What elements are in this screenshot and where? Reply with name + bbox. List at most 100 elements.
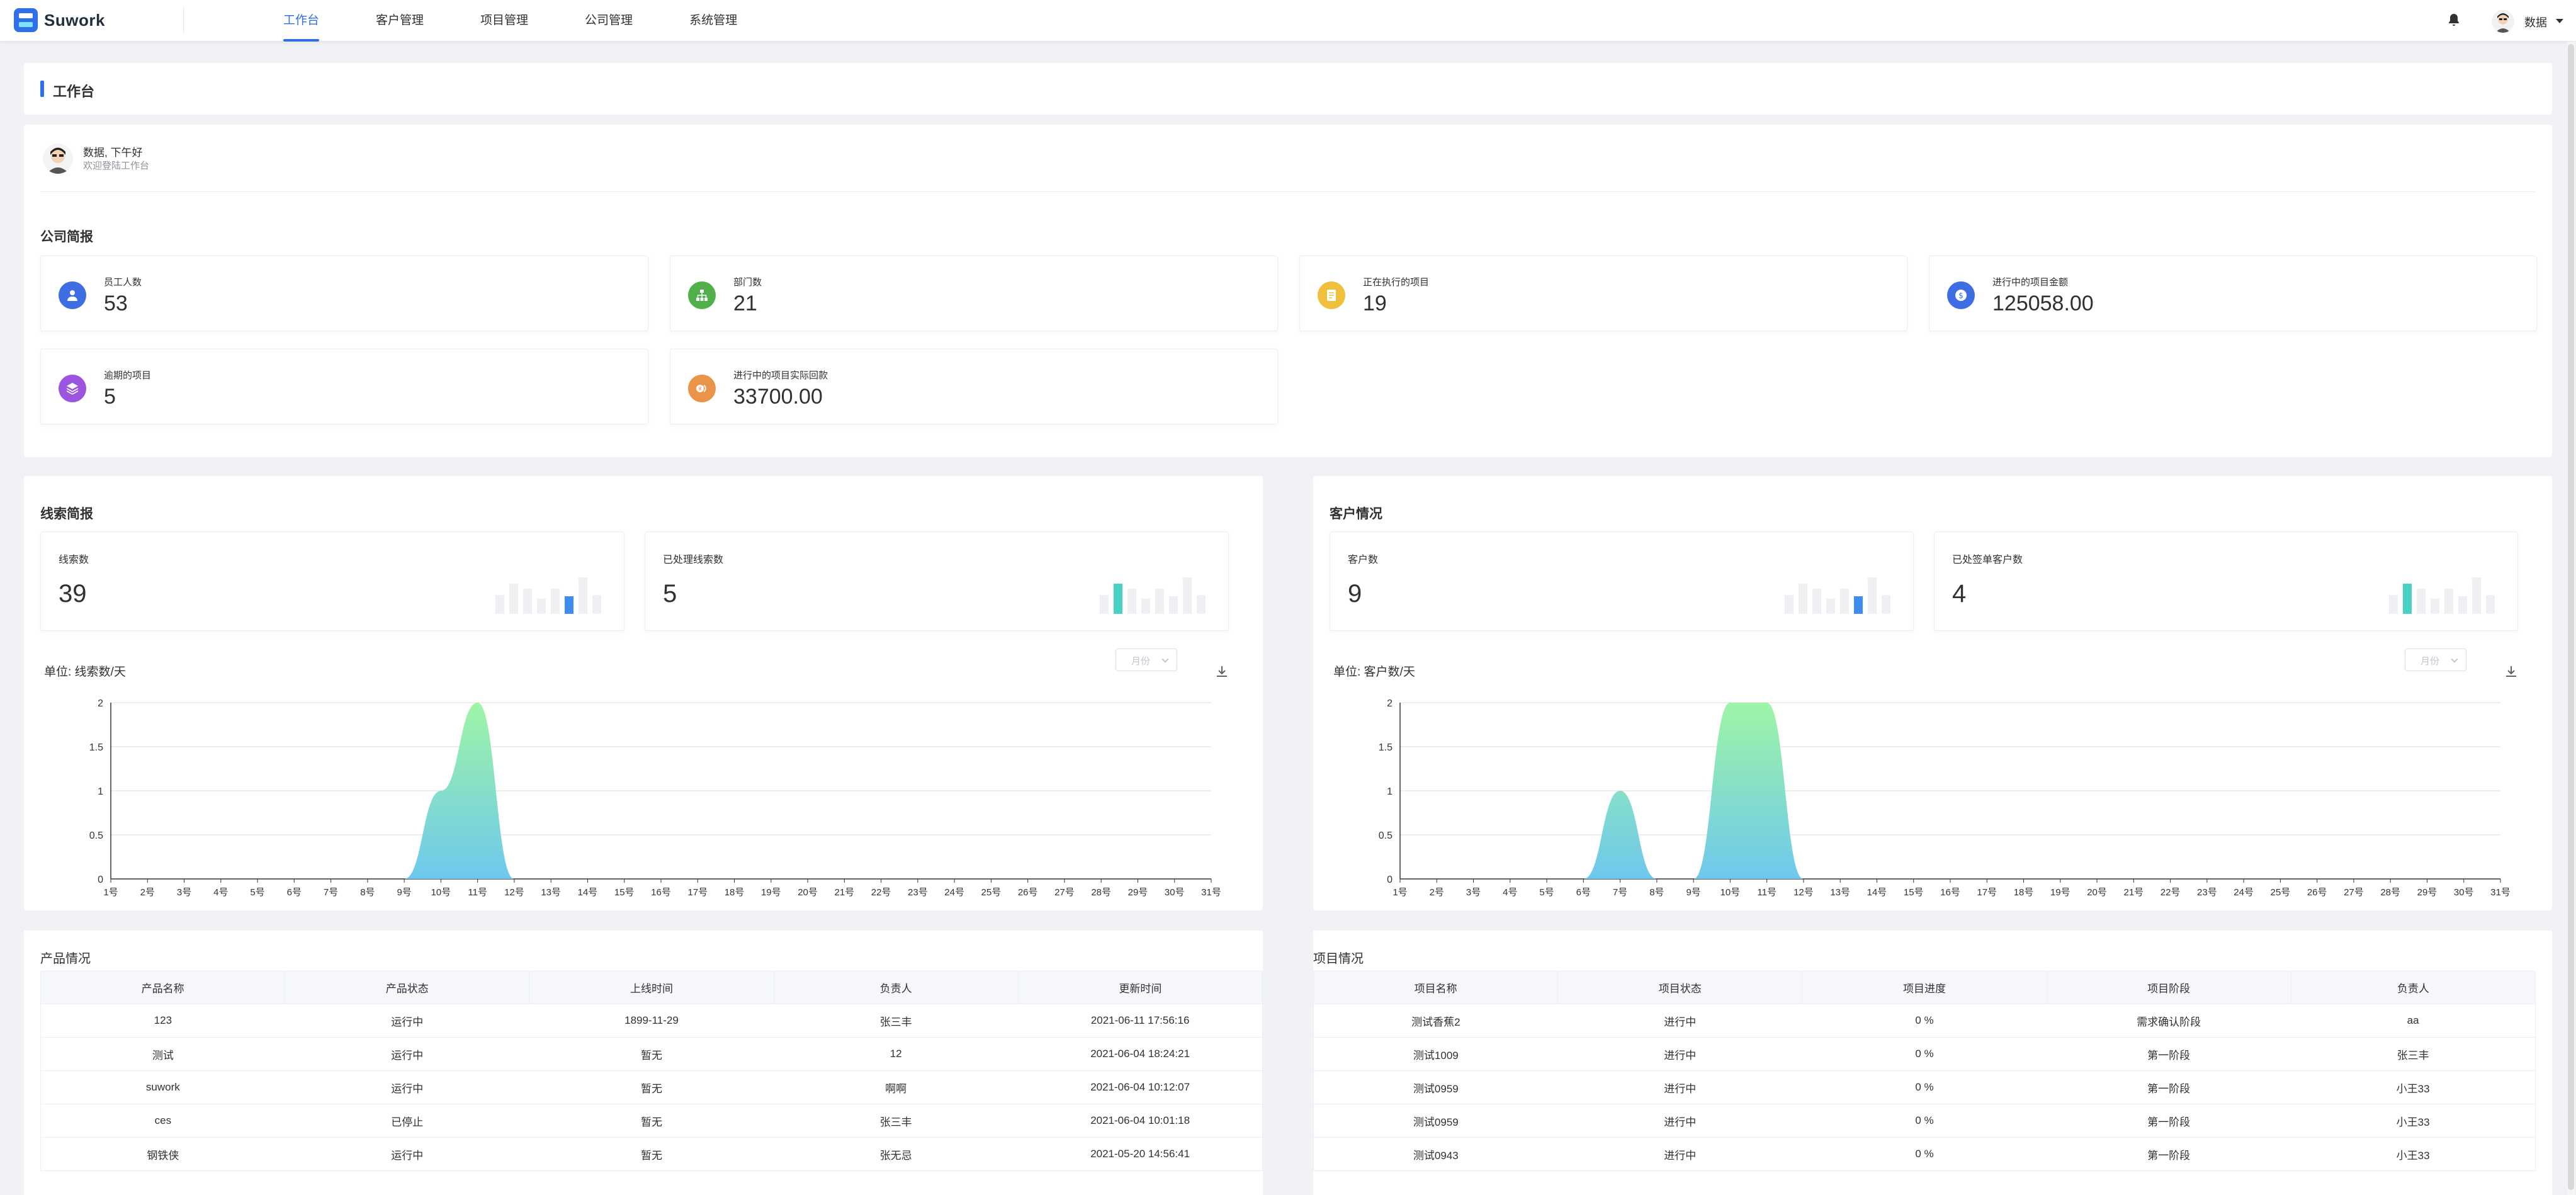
stat-card: $ 进行中的项目金额 125058.00 [1929, 256, 2537, 331]
stat-value: 5 [104, 385, 116, 409]
leads-title: 线索简报 [40, 507, 93, 521]
table-cell: 运行中 [285, 1004, 529, 1038]
welcome-card: 数据, 下午好 欢迎登陆工作台 公司简报 员工人数 53 部门数 21 正在执行的项目 1… [24, 125, 2552, 457]
x-tick-label: 14号 [1867, 887, 1887, 898]
handled-leads-label: 已处理线索数 [663, 555, 724, 565]
handled-leads-card: 已处理线索数 5 [645, 531, 1229, 631]
table-cell: 小王33 [2291, 1070, 2536, 1104]
divider [40, 191, 2536, 192]
x-tick-label: 10号 [1720, 887, 1741, 898]
app-logo[interactable]: Suwork [14, 8, 184, 33]
table-row[interactable]: 钢铁侠 运行中 暂无 张无忌 2021-05-20 14:56:41 [40, 1137, 1263, 1171]
column-header: 项目阶段 [2046, 971, 2291, 1004]
table-cell: 测试1009 [1313, 1037, 1558, 1071]
projects-card: 项目情况 项目名称 项目状态 项目进度 项目阶段 负责人 测试香蕉2 进行中 0 % 需求确认阶… [1313, 931, 2552, 1195]
table-cell: 第一阶段 [2047, 1137, 2291, 1171]
mini-bar [2472, 577, 2481, 614]
leads-count-card: 线索数 39 [40, 531, 624, 631]
column-header: 产品名称 [40, 971, 286, 1004]
table-cell: 暂无 [529, 1104, 774, 1138]
x-tick-label: 6号 [1576, 887, 1591, 898]
x-tick-label: 21号 [2123, 887, 2144, 898]
mini-bar [537, 599, 546, 614]
mini-bar [2486, 595, 2495, 614]
user-name[interactable]: 数据 [2524, 16, 2547, 29]
products-table: 产品名称 产品状态 上线时间 负责人 更新时间 123 运行中 1899-11-29 张三丰 20… [40, 971, 1263, 1171]
table-row[interactable]: 测试 运行中 暂无 12 2021-06-04 18:24:21 [40, 1037, 1263, 1071]
x-tick-label: 12号 [504, 887, 524, 898]
download-icon[interactable] [2503, 664, 2519, 680]
table-cell: 张三丰 [774, 1104, 1019, 1138]
mini-bar [1169, 596, 1178, 614]
y-tick-label: 1 [1387, 786, 1393, 797]
mini-bar [2403, 584, 2412, 614]
mini-bar [1127, 589, 1136, 614]
document-icon [1318, 281, 1345, 309]
money-icon: $ [1947, 281, 1975, 309]
stat-value: 19 [1363, 292, 1387, 315]
table-row[interactable]: 123 运行中 1899-11-29 张三丰 2021-06-11 17:56:16 [40, 1004, 1263, 1038]
column-header: 负责人 [773, 971, 1019, 1004]
table-cell: 啊啊 [774, 1070, 1019, 1104]
stat-label: 部门数 [733, 277, 762, 288]
greeting-text: 数据, 下午好 [83, 147, 143, 159]
table-row[interactable]: 测试1009 进行中 0 % 第一阶段 张三丰 [1313, 1037, 2536, 1071]
stat-label: 员工人数 [104, 277, 142, 288]
y-tick-label: 1 [98, 786, 103, 797]
x-tick-label: 26号 [2307, 887, 2327, 898]
x-tick-label: 12号 [1794, 887, 1814, 898]
table-cell: 0 % [1802, 1070, 2047, 1104]
download-icon[interactable] [1214, 664, 1230, 680]
mini-bar [1100, 595, 1109, 614]
bell-icon[interactable] [2446, 13, 2461, 28]
mini-bar [1882, 595, 1890, 614]
customer-count-card: 客户数 9 [1330, 531, 1914, 631]
table-row[interactable]: 测试0943 进行中 0 % 第一阶段 小王33 [1313, 1137, 2536, 1171]
nav-item-3[interactable]: 公司管理 [585, 14, 633, 27]
mini-bar [1197, 595, 1206, 614]
x-tick-label: 29号 [1128, 887, 1148, 898]
table-cell: 进行中 [1557, 1004, 1802, 1038]
nav-item-4[interactable]: 系统管理 [689, 14, 738, 27]
scrollbar-thumb[interactable] [2568, 44, 2574, 1190]
stat-value: 33700.00 [733, 385, 823, 409]
layers-icon [59, 375, 86, 402]
nav-item-1[interactable]: 客户管理 [376, 14, 424, 27]
customers-month-select[interactable]: 月份 [2405, 648, 2466, 671]
chevron-down-icon[interactable] [2556, 19, 2563, 23]
x-tick-label: 1号 [1393, 887, 1407, 898]
x-tick-label: 22号 [871, 887, 891, 898]
customers-title: 客户情况 [1330, 507, 1382, 521]
table-cell: 2021-06-04 18:24:21 [1018, 1037, 1263, 1071]
x-tick-label: 17号 [687, 887, 708, 898]
table-row[interactable]: 测试香蕉2 进行中 0 % 需求确认阶段 aa [1313, 1004, 2536, 1038]
nav-item-2[interactable]: 项目管理 [480, 14, 529, 27]
leads-month-select[interactable]: 月份 [1116, 648, 1177, 671]
table-cell: 进行中 [1557, 1037, 1802, 1071]
x-tick-label: 23号 [908, 887, 928, 898]
x-tick-label: 11号 [1757, 887, 1777, 898]
table-cell: 进行中 [1557, 1104, 1802, 1138]
table-row[interactable]: ces 已停止 暂无 张三丰 2021-06-04 10:01:18 [40, 1104, 1263, 1138]
handled-leads-value: 5 [663, 580, 677, 608]
user-avatar[interactable] [2492, 10, 2514, 33]
x-tick-label: 15号 [1904, 887, 1924, 898]
x-tick-label: 7号 [1613, 887, 1627, 898]
table-row[interactable]: 测试0959 进行中 0 % 第一阶段 小王33 [1313, 1104, 2536, 1138]
nav-item-0[interactable]: 工作台 [283, 0, 320, 42]
mini-bar [1826, 599, 1835, 614]
stat-label: 进行中的项目实际回款 [733, 370, 828, 381]
mini-bar-chart-icon [495, 577, 601, 614]
page-title: 工作台 [53, 84, 95, 99]
company-report-title: 公司简报 [40, 230, 93, 244]
table-cell: 2021-05-20 14:56:41 [1018, 1137, 1263, 1171]
table-row[interactable]: 测试0959 进行中 0 % 第一阶段 小王33 [1313, 1070, 2536, 1104]
projects-table: 项目名称 项目状态 项目进度 项目阶段 负责人 测试香蕉2 进行中 0 % 需求确认阶段 aa 测试… [1313, 971, 2536, 1171]
table-cell: 第一阶段 [2047, 1070, 2291, 1104]
mini-bar [1155, 589, 1164, 614]
table-row[interactable]: suwork 运行中 暂无 啊啊 2021-06-04 10:12:07 [40, 1070, 1263, 1104]
x-tick-label: 31号 [1201, 887, 1221, 898]
x-tick-label: 22号 [2161, 887, 2181, 898]
